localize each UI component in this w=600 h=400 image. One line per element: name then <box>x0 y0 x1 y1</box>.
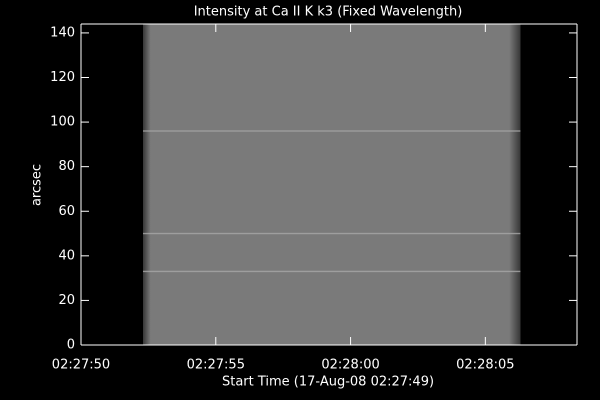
chart-title: Intensity at Ca II K k3 (Fixed Wavelengt… <box>194 5 463 20</box>
y-tick-label: 120 <box>50 70 75 85</box>
y-tick-label: 40 <box>58 248 75 263</box>
y-tick-label: 0 <box>67 338 75 353</box>
bright-row <box>143 270 521 273</box>
y-tick-label: 20 <box>58 293 75 308</box>
x-tick-label: 02:27:50 <box>52 358 110 373</box>
x-axis-label: Start Time (17-Aug-08 02:27:49) <box>222 375 434 390</box>
image-edge <box>143 24 521 345</box>
x-tick-label: 02:27:55 <box>187 358 245 373</box>
bright-row <box>143 232 521 235</box>
y-tick-label: 60 <box>58 204 75 219</box>
x-tick-label: 02:28:00 <box>321 358 379 373</box>
y-tick-label: 140 <box>50 25 75 40</box>
y-axis-label: arcsec <box>30 164 45 206</box>
x-tick-label: 02:28:05 <box>456 358 514 373</box>
y-tick-label: 100 <box>50 115 75 130</box>
bright-row <box>143 130 521 132</box>
y-tick-label: 80 <box>58 159 75 174</box>
